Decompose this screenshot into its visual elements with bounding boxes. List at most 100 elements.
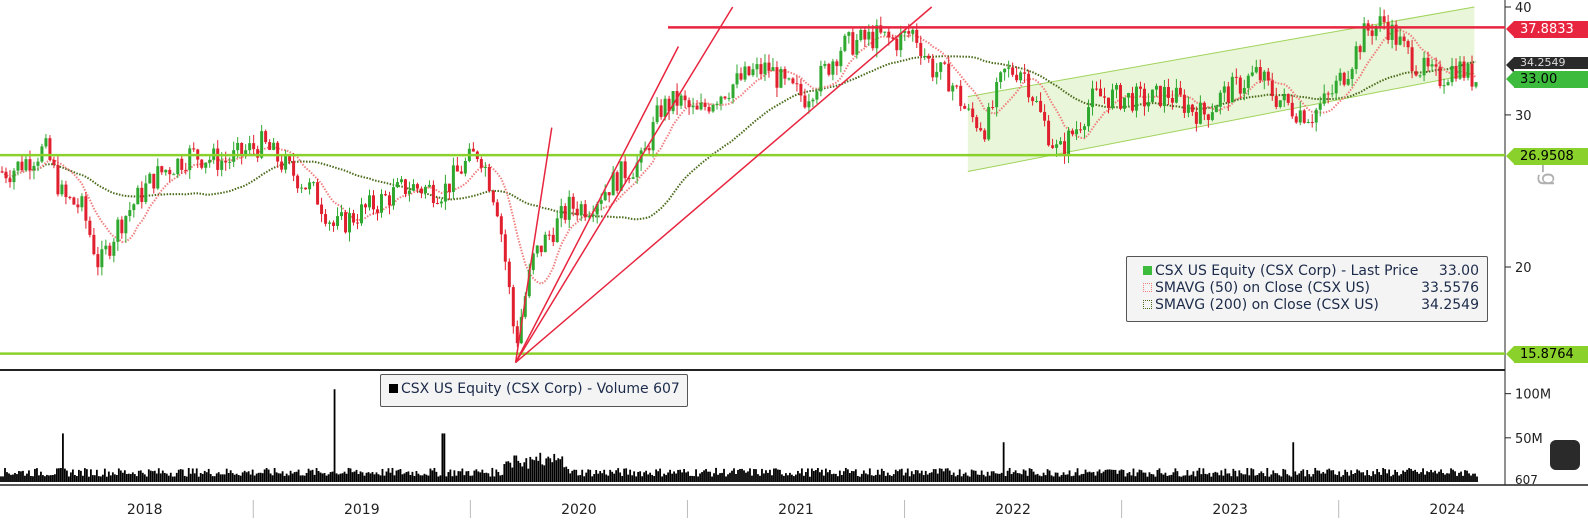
candle-body xyxy=(887,31,891,38)
volume-bar xyxy=(1050,475,1053,482)
volume-bar xyxy=(287,475,290,482)
candle-body xyxy=(875,25,879,49)
volume-bar xyxy=(519,462,522,482)
volume-bar xyxy=(1354,473,1357,482)
candle-body xyxy=(915,29,919,43)
candle-body xyxy=(48,138,52,160)
candle-body xyxy=(1142,88,1146,107)
volume-bar xyxy=(347,467,350,482)
candle-body xyxy=(1358,46,1362,53)
volume-bar xyxy=(1100,473,1103,482)
candle-body xyxy=(707,106,711,112)
volume-bar xyxy=(1308,474,1311,482)
candle-body xyxy=(104,245,108,250)
candle-body xyxy=(144,183,148,202)
volume-bar xyxy=(275,472,278,482)
volume-bar xyxy=(593,474,596,482)
volume-bar xyxy=(765,470,767,482)
candle-body xyxy=(587,216,591,218)
volume-bar xyxy=(1216,472,1219,482)
volume-bar xyxy=(14,473,16,482)
candle-body xyxy=(807,101,811,108)
candle-body xyxy=(1087,107,1091,127)
volume-bar xyxy=(1472,473,1474,482)
volume-bar xyxy=(647,474,650,482)
volume-bar xyxy=(1200,474,1203,482)
volume-bar xyxy=(988,475,991,482)
volume-bar xyxy=(563,467,566,482)
candle-body xyxy=(56,164,60,195)
volume-bar xyxy=(703,470,705,482)
candle-body xyxy=(1454,65,1458,79)
candle-body xyxy=(523,296,527,317)
volume-bar xyxy=(577,475,580,482)
volume-bar xyxy=(379,475,382,482)
volume-bar xyxy=(605,474,608,482)
candle-body xyxy=(188,148,192,171)
candle-body xyxy=(360,204,364,224)
volume-bar xyxy=(439,475,442,482)
candle-body xyxy=(779,68,783,88)
candle-body xyxy=(268,142,272,150)
price-legend[interactable]: CSX US Equity (CSX Corp) - Last Price 33… xyxy=(1126,256,1488,322)
candle-body xyxy=(1071,130,1075,135)
volume-bar xyxy=(1388,469,1391,482)
candle-body xyxy=(204,162,208,168)
volume-bar xyxy=(567,469,570,482)
candle-body xyxy=(1262,71,1266,81)
volume-bar xyxy=(928,472,931,482)
candle-body xyxy=(1270,80,1274,97)
candle-body xyxy=(439,201,443,204)
candle-body xyxy=(563,206,567,220)
volume-bar xyxy=(1164,472,1167,482)
volume-bar xyxy=(629,469,632,482)
volume-bar xyxy=(1048,470,1051,482)
candle-body xyxy=(671,91,675,112)
volume-bar xyxy=(609,469,612,482)
volume-bar xyxy=(848,473,851,482)
candle-body xyxy=(1059,141,1063,145)
volume-bar xyxy=(1288,475,1291,482)
volume-bar xyxy=(10,474,12,482)
candle-body xyxy=(959,85,963,106)
volume-bar xyxy=(533,460,536,482)
candle-body xyxy=(1246,75,1250,88)
volume-bar xyxy=(559,459,562,482)
candle-body xyxy=(1374,25,1378,36)
candle-body xyxy=(787,78,791,80)
volume-bar xyxy=(325,475,328,482)
candle-body xyxy=(148,173,152,184)
volume-bar xyxy=(984,476,987,482)
candle-body xyxy=(827,63,831,75)
volume-bar xyxy=(1312,474,1315,482)
volume-bar xyxy=(435,471,438,482)
volume-bar xyxy=(285,473,288,482)
volume-bar xyxy=(832,473,835,482)
volume-bar xyxy=(791,474,793,482)
volume-bar xyxy=(1258,473,1261,482)
volume-bar xyxy=(830,474,833,482)
volume-bar xyxy=(121,472,124,482)
volume-bar xyxy=(353,471,356,482)
volume-bar xyxy=(60,467,62,482)
candle-body xyxy=(1394,24,1398,45)
candle-body xyxy=(555,218,559,243)
volume-bar xyxy=(1420,472,1422,482)
candle-body xyxy=(575,208,579,216)
volume-legend[interactable]: CSX US Equity (CSX Corp) - Volume 607 xyxy=(380,374,688,407)
volume-bar xyxy=(313,474,316,482)
candle-body xyxy=(312,182,316,184)
volume-bar xyxy=(1214,471,1217,482)
candle-body xyxy=(1202,102,1206,115)
volume-bar xyxy=(826,472,829,482)
volume-bar xyxy=(872,475,875,482)
volume-bar xyxy=(397,469,400,482)
volume-bar xyxy=(267,469,270,482)
volume-bar xyxy=(115,475,118,482)
candle-body xyxy=(96,254,100,268)
candle-body xyxy=(663,98,667,117)
volume-bar xyxy=(803,475,805,482)
volume-bar xyxy=(449,469,452,482)
volume-bar xyxy=(103,468,106,482)
volume-bar xyxy=(679,469,681,482)
